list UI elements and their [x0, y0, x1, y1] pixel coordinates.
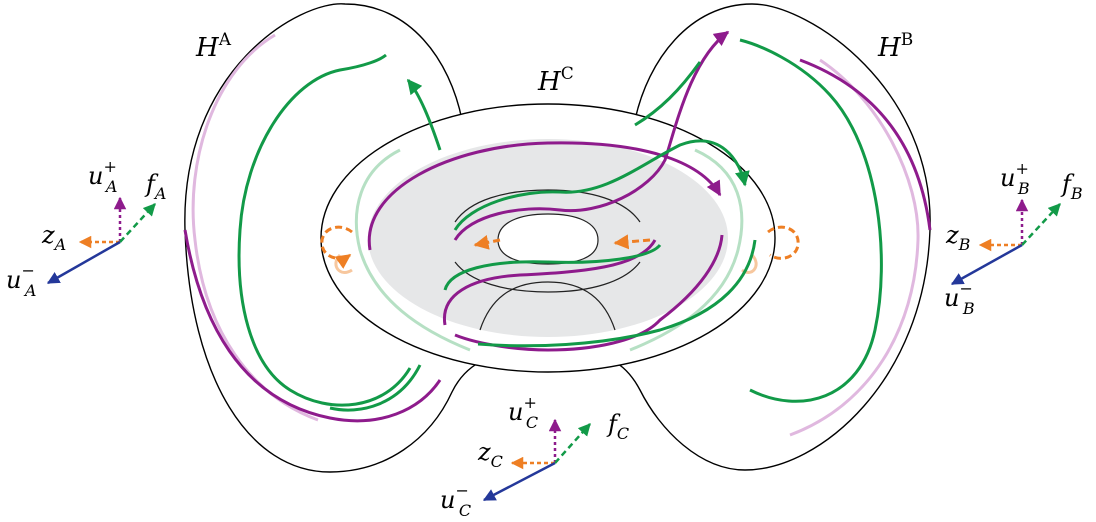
- label-HC: HC: [537, 64, 574, 97]
- frame-C: [482, 418, 591, 502]
- label-u-minus-B: u− B: [944, 279, 975, 318]
- label-u-minus-C: u− C: [440, 481, 471, 520]
- label-u-plus-B: u+ B: [1000, 159, 1030, 198]
- frame-labels-B: u+ B fB zB u− B: [944, 159, 1083, 318]
- label-HB: HB: [877, 30, 913, 63]
- f-arrow-B: [1021, 203, 1061, 246]
- u-minus-arrow-C: [482, 461, 556, 502]
- handle-labels: HA HB HC: [195, 30, 913, 97]
- frame-labels-A: u+ A fA zA u− A: [6, 157, 166, 300]
- label-u-plus-C: u+ C: [508, 393, 538, 432]
- label-u-minus-A: u− A: [6, 261, 36, 300]
- u-minus-arrow-B: [950, 243, 1023, 286]
- f-arrow-C: [554, 423, 591, 464]
- label-f-B: fB: [1060, 170, 1083, 203]
- label-z-B: zB: [945, 221, 971, 254]
- label-HA: HA: [195, 30, 232, 63]
- label-u-plus-A: u+ A: [88, 157, 117, 196]
- label-z-C: zC: [477, 438, 503, 471]
- f-arrow-A: [119, 203, 156, 243]
- orange-arrows: [320, 225, 800, 269]
- frame-labels-C: u+ C fC zC u− C: [440, 393, 629, 520]
- label-f-A: fA: [144, 170, 166, 203]
- frame-B: [950, 198, 1061, 286]
- label-f-C: fC: [606, 410, 629, 443]
- green-curves: [237, 38, 883, 412]
- frame-A: [46, 196, 156, 285]
- label-z-A: zA: [41, 221, 66, 254]
- u-minus-arrow-A: [46, 240, 121, 285]
